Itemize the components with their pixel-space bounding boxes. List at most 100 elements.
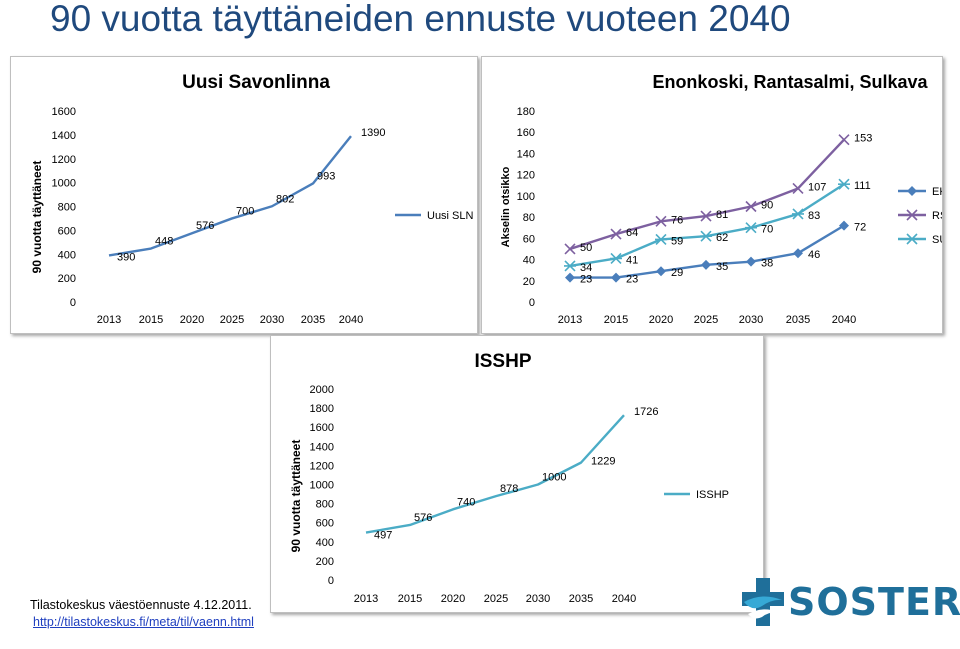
data-label: 1229 bbox=[591, 456, 615, 468]
data-label: 700 bbox=[236, 205, 254, 217]
data-point-marker bbox=[564, 243, 576, 255]
y-tick-label: 20 bbox=[523, 276, 535, 288]
data-label: 390 bbox=[117, 251, 135, 263]
data-label: 153 bbox=[854, 133, 872, 145]
y-tick-label: 180 bbox=[517, 106, 535, 118]
legend-label: ISSHP bbox=[696, 489, 729, 501]
data-point-marker bbox=[656, 266, 666, 277]
data-label: 576 bbox=[196, 220, 214, 232]
data-label: 76 bbox=[671, 214, 683, 226]
y-tick-label: 800 bbox=[58, 202, 76, 214]
chart-panel-enonkoski-rantasalmi-sulkava: Enonkoski, Rantasalmi, Sulkava Akselin ot… bbox=[481, 56, 943, 334]
data-label: 23 bbox=[626, 274, 638, 286]
series-line bbox=[108, 135, 352, 257]
data-label: 107 bbox=[808, 181, 826, 193]
x-tick-label: 2015 bbox=[398, 593, 422, 605]
series-su: 34 41 59 62 70 83 111 bbox=[564, 178, 871, 274]
y-tick-label: 200 bbox=[316, 556, 334, 568]
x-tick-label: 2040 bbox=[832, 314, 856, 326]
y-tick-label: 160 bbox=[517, 127, 535, 139]
y-tick-label: 200 bbox=[58, 273, 76, 285]
legend-label: RS bbox=[932, 210, 942, 222]
y-tick-label: 600 bbox=[316, 518, 334, 530]
x-tick-label: 2030 bbox=[739, 314, 763, 326]
chart-uusi-savonlinna: Uusi Savonlinna 90 vuotta täyttäneet 0 200 4… bbox=[30, 72, 474, 326]
x-tick-label: 2035 bbox=[569, 593, 593, 605]
legend-entry: ISSHP bbox=[664, 489, 729, 501]
x-tick-label: 2013 bbox=[558, 314, 582, 326]
x-tick-label: 2035 bbox=[786, 314, 810, 326]
y-tick-label: 0 bbox=[328, 575, 334, 587]
data-point-marker bbox=[745, 200, 757, 213]
data-label: 111 bbox=[854, 180, 871, 192]
y-tick-label: 80 bbox=[523, 212, 535, 224]
source-link[interactable]: http://tilastokeskus.fi/meta/til/vaenn.h… bbox=[33, 615, 254, 629]
y-tick-label: 140 bbox=[517, 148, 535, 160]
x-tick-label: 2020 bbox=[441, 593, 465, 605]
x-tick-label: 2020 bbox=[180, 314, 204, 326]
y-tick-label: 400 bbox=[58, 249, 76, 261]
series-line bbox=[569, 138, 845, 251]
legend-marker bbox=[906, 209, 918, 221]
y-tick-label: 1000 bbox=[310, 480, 334, 492]
data-label: 497 bbox=[374, 530, 392, 542]
page-title: 90 vuotta täyttäneiden ennuste vuoteen 2… bbox=[50, 0, 791, 39]
data-label: 46 bbox=[808, 249, 820, 261]
legend-marker bbox=[906, 233, 918, 245]
y-tick-label: 1400 bbox=[52, 130, 76, 142]
chart-title: Enonkoski, Rantasalmi, Sulkava bbox=[652, 72, 928, 92]
y-tick-label: 0 bbox=[529, 297, 535, 309]
series-uusi-sln: 390 448 576 700 802 993 1390 bbox=[108, 127, 385, 263]
x-tick-label: 2020 bbox=[649, 314, 673, 326]
data-point-marker bbox=[610, 252, 622, 265]
data-point-marker bbox=[701, 259, 711, 270]
data-point-marker bbox=[700, 230, 712, 242]
y-tick-label: 1800 bbox=[310, 403, 334, 415]
data-label: 1000 bbox=[542, 472, 566, 484]
data-label: 1726 bbox=[634, 406, 658, 418]
data-label: 50 bbox=[580, 242, 592, 254]
data-label: 70 bbox=[761, 224, 773, 236]
data-label: 59 bbox=[671, 235, 683, 247]
legend-label: EK bbox=[932, 186, 942, 198]
data-point-marker bbox=[838, 178, 850, 190]
series-isshp: 497 576 740 878 1000 1229 1726 bbox=[365, 406, 658, 542]
series-rs: 50 64 76 81 90 107 153 bbox=[564, 133, 872, 255]
data-point-marker bbox=[745, 222, 757, 234]
y-tick-label: 1200 bbox=[310, 460, 334, 472]
data-label: 802 bbox=[276, 193, 294, 205]
legend-entry: EK bbox=[898, 186, 942, 198]
data-point-marker bbox=[611, 272, 621, 283]
data-label: 41 bbox=[626, 254, 638, 266]
data-label: 576 bbox=[414, 512, 432, 524]
data-point-marker bbox=[838, 134, 850, 146]
x-tick-label: 2040 bbox=[612, 593, 636, 605]
legend-entry: Uusi SLN bbox=[395, 210, 474, 222]
data-point-marker bbox=[564, 260, 576, 272]
data-label: 38 bbox=[761, 258, 773, 270]
data-point-marker bbox=[700, 210, 712, 222]
chart-enonkoski-rantasalmi-sulkava: Enonkoski, Rantasalmi, Sulkava Akselin ot… bbox=[500, 72, 942, 326]
data-point-marker bbox=[792, 208, 804, 220]
y-axis-label: Akselin otsikko bbox=[500, 166, 512, 247]
x-tick-label: 2025 bbox=[484, 593, 508, 605]
data-label: 448 bbox=[155, 236, 173, 248]
data-label: 64 bbox=[626, 227, 638, 239]
source-citation: Tilastokeskus väestöennuste 4.12.2011. bbox=[30, 598, 252, 612]
data-label: 993 bbox=[317, 170, 335, 182]
y-tick-label: 2000 bbox=[310, 384, 334, 396]
series-ek: 23 23 29 35 38 46 72 bbox=[565, 220, 866, 286]
chart-title: Uusi Savonlinna bbox=[182, 72, 330, 93]
y-tick-label: 40 bbox=[523, 255, 535, 267]
y-tick-label: 1000 bbox=[52, 178, 76, 190]
x-tick-label: 2030 bbox=[526, 593, 550, 605]
data-label: 29 bbox=[671, 267, 683, 279]
y-axis-label: 90 vuotta täyttäneet bbox=[289, 440, 303, 553]
y-tick-label: 120 bbox=[517, 170, 535, 182]
chart-title: ISSHP bbox=[474, 351, 531, 372]
data-point-marker bbox=[792, 182, 804, 195]
x-tick-label: 2015 bbox=[604, 314, 628, 326]
legend-entry: RS bbox=[898, 209, 942, 222]
legend-entry: SU bbox=[898, 233, 942, 246]
x-tick-label: 2030 bbox=[260, 314, 284, 326]
